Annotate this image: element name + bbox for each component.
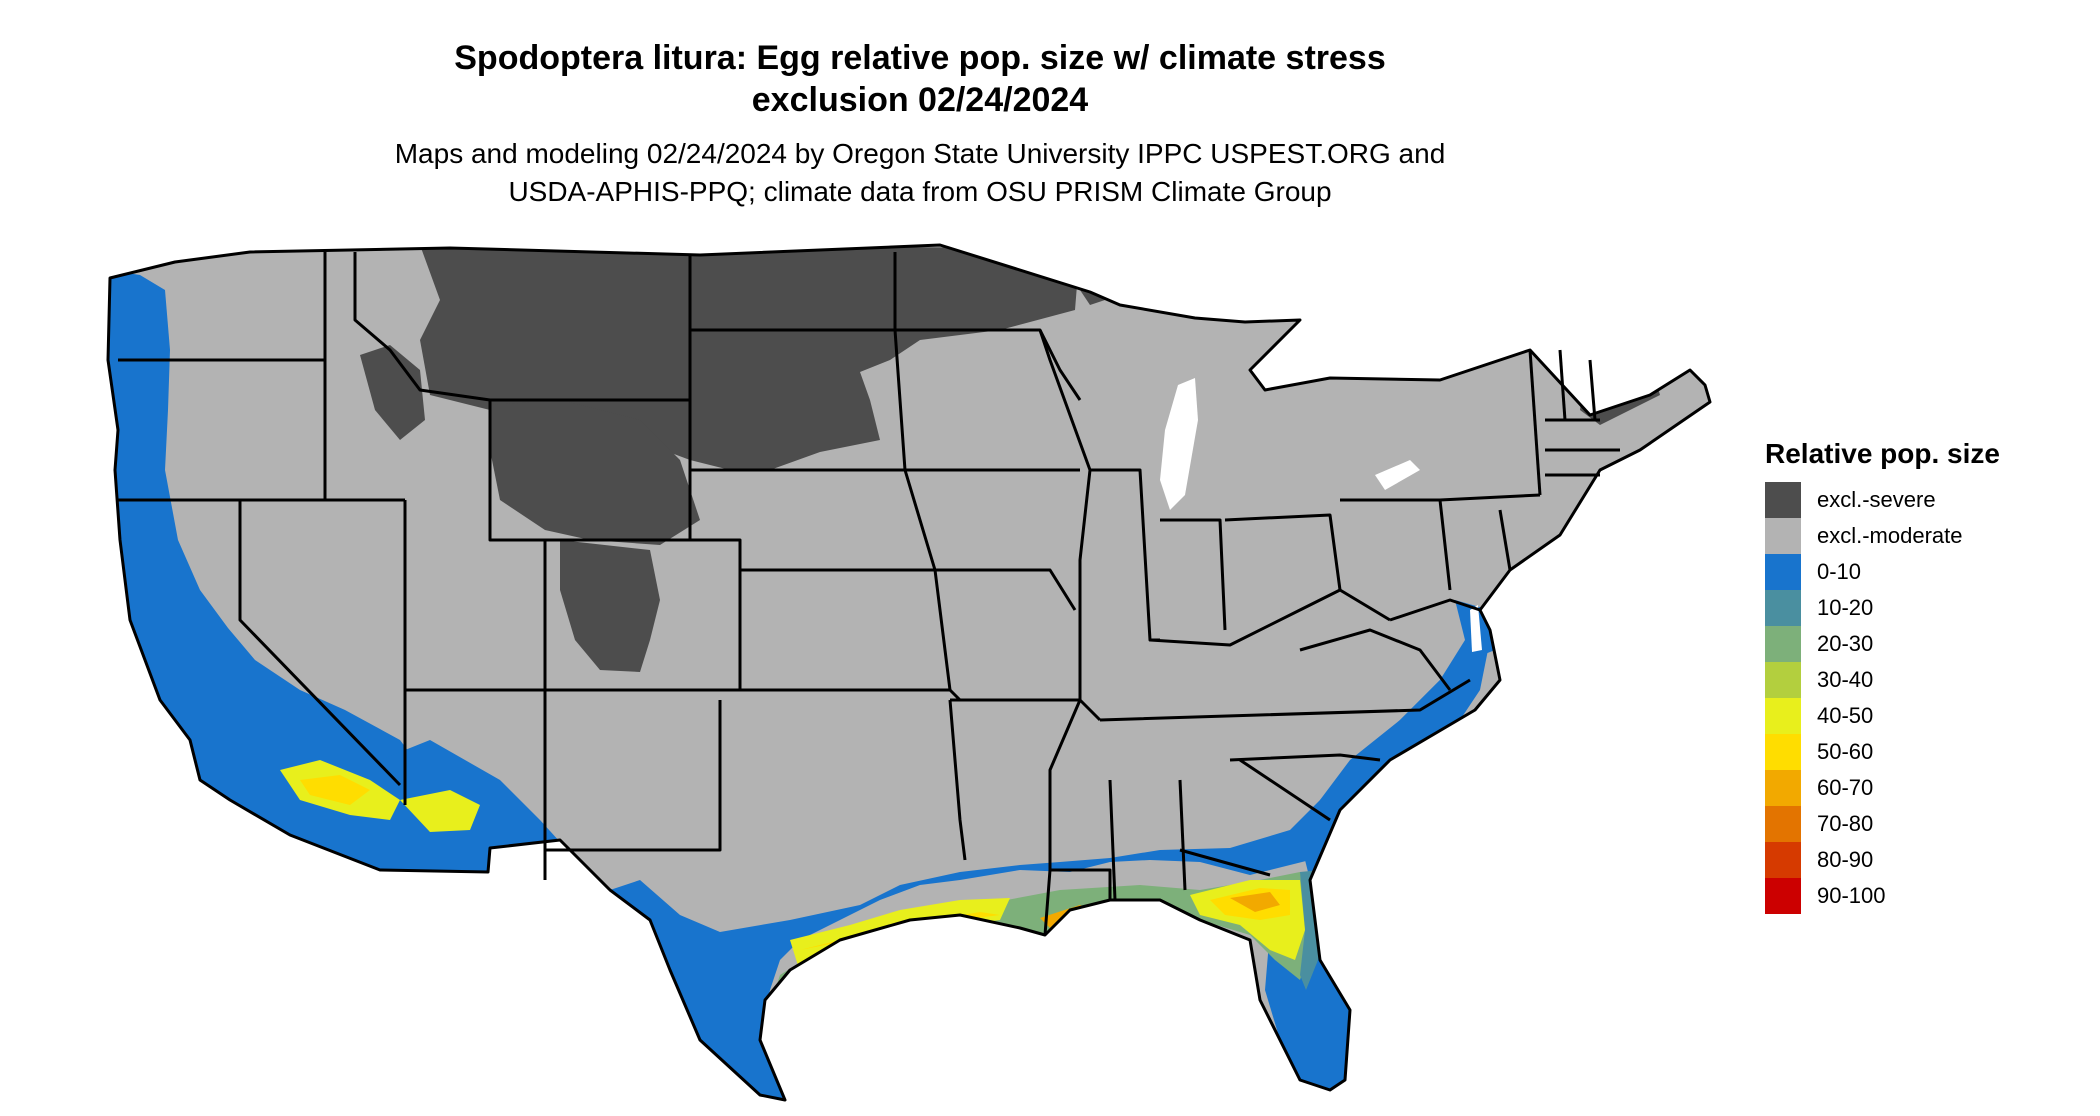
- legend-label: excl.-moderate: [1817, 523, 1963, 548]
- legend-swatch: [1765, 698, 1801, 734]
- map-title-line-1: Spodoptera litura: Egg relative pop. siz…: [454, 39, 1386, 77]
- legend-label: 60-70: [1817, 775, 1874, 800]
- chesapeake-bay: [1470, 605, 1482, 652]
- zone-20-30: [770, 872, 1320, 1010]
- legend-swatch: [1765, 590, 1801, 626]
- map-title-line-2: exclusion 02/24/2024: [751, 81, 1089, 119]
- legend-swatch: [1765, 626, 1801, 662]
- legend-label: 40-50: [1817, 703, 1874, 728]
- severe-colorado-rockies: [560, 540, 660, 672]
- legend-swatch: [1765, 662, 1801, 698]
- legend-item: 70-80: [1765, 806, 2085, 842]
- legend-swatch: [1765, 806, 1801, 842]
- legend-label: 30-40: [1817, 667, 1874, 692]
- legend-swatch: [1765, 878, 1801, 914]
- legend-item: 30-40: [1765, 662, 2085, 698]
- sonoran-yellow-inner: [300, 775, 370, 805]
- legend-item: excl.-severe: [1765, 482, 2085, 518]
- map-subtitle-line-2: USDA-APHIS-PPQ; climate data from OSU PR…: [508, 176, 1332, 207]
- map-subtitle-line-1: Maps and modeling 02/24/2024 by Oregon S…: [394, 138, 1446, 169]
- florida-orange: [1230, 892, 1280, 912]
- legend-label: 0-10: [1817, 559, 1862, 584]
- legend-items: excl.-severe excl.-moderate 0-10 10-20 20-30…: [1765, 482, 2085, 914]
- legend-swatch: [1765, 554, 1801, 590]
- legend-item: 10-20: [1765, 590, 2085, 626]
- map-fill-layers: [108, 245, 1710, 1100]
- legend-item: excl.-moderate: [1765, 518, 2085, 554]
- texas-coast-yellow-inner: [800, 912, 1000, 950]
- lake-michigan: [1160, 378, 1198, 510]
- legend-item: 50-60: [1765, 734, 2085, 770]
- gulf-green-band: [770, 872, 1320, 1010]
- legend-label: 70-80: [1817, 811, 1874, 836]
- legend-title: Relative pop. size: [1765, 438, 2000, 469]
- legend-item: 0-10: [1765, 554, 2085, 590]
- legend-label: 20-30: [1817, 631, 1874, 656]
- severe-wyoming-rockies: [490, 400, 700, 545]
- legend-swatch: [1765, 842, 1801, 878]
- legend-item: 20-30: [1765, 626, 2085, 662]
- legend-label: 80-90: [1817, 847, 1874, 872]
- severe-idaho-peaks: [360, 345, 425, 440]
- great-lakes: [1160, 378, 1482, 652]
- west-coast-strip: [108, 270, 560, 872]
- legend-label: 10-20: [1817, 595, 1874, 620]
- legend: Relative pop. size excl.-severe excl.-mod…: [1765, 438, 2085, 914]
- country-outline: [106, 243, 1712, 1102]
- legend-swatch: [1765, 734, 1801, 770]
- legend-label: excl.-severe: [1817, 487, 1936, 512]
- legend-item: 40-50: [1765, 698, 2085, 734]
- legend-item: 60-70: [1765, 770, 2085, 806]
- state-borders: [106, 243, 1712, 1102]
- legend-swatch: [1765, 770, 1801, 806]
- legend-label: 90-100: [1817, 883, 1886, 908]
- legend-item: 80-90: [1765, 842, 2085, 878]
- us-map: [106, 243, 1712, 1102]
- legend-swatch: [1765, 482, 1801, 518]
- lake-erie-edge: [1375, 460, 1420, 490]
- lower-colorado-yellow: [400, 790, 480, 832]
- legend-label: 50-60: [1817, 739, 1874, 764]
- excl-severe-regions: [360, 245, 1660, 672]
- excl-moderate-region: [108, 245, 1710, 1100]
- legend-swatch: [1765, 518, 1801, 554]
- legend-item: 90-100: [1765, 878, 2085, 914]
